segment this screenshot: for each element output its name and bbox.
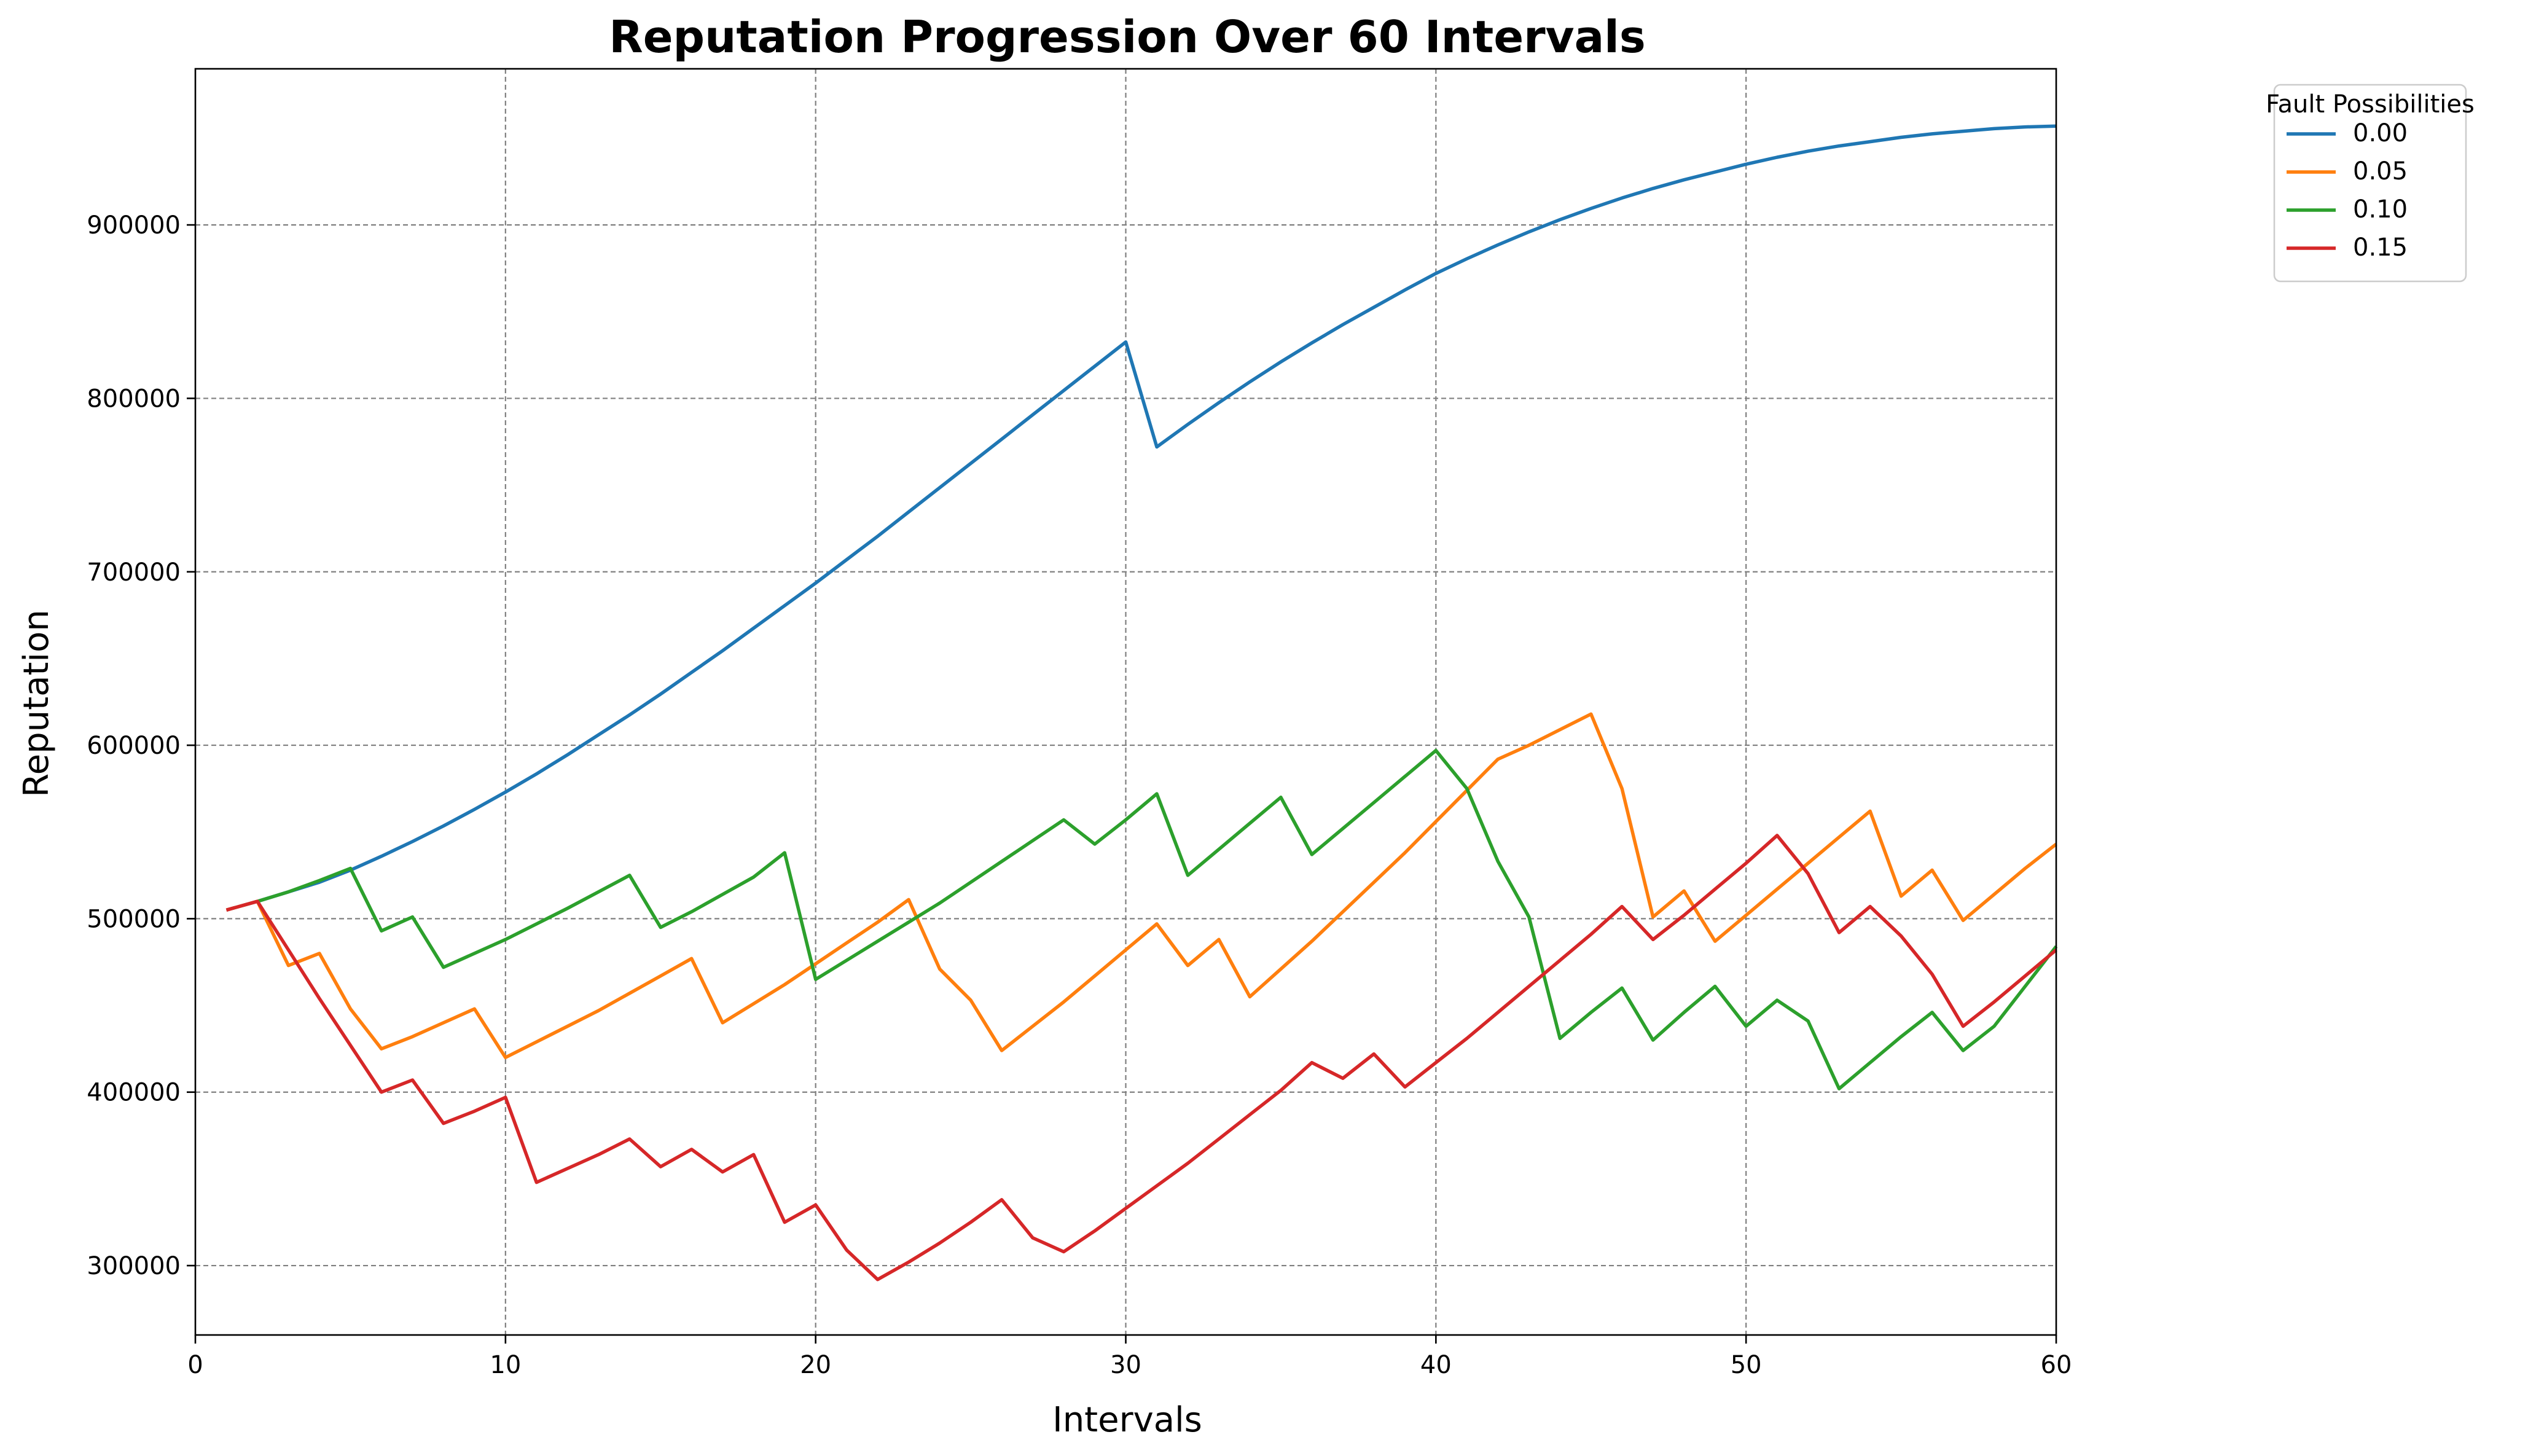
series-line-0.05 [225,712,2057,1060]
x-axis-label: Intervals [1052,1400,1202,1440]
x-tick-label: 10 [490,1351,521,1379]
legend-label-0.15: 0.15 [2353,233,2408,262]
series-layer [225,124,2058,1282]
y-tick-label: 400000 [87,1079,181,1107]
chart-title: Reputation Progression Over 60 Intervals [609,11,1645,63]
x-tick-label: 50 [1731,1351,1762,1379]
x-tick-label: 0 [187,1351,203,1379]
y-tick-label: 700000 [87,558,181,587]
x-tick-label: 20 [800,1351,831,1379]
series-line-0.00 [225,124,2057,912]
grid-layer [195,69,2056,1335]
legend-label-0.10: 0.10 [2353,195,2408,224]
legend-items: 0.00 0.05 0.10 0.15 [2287,119,2408,262]
axes-layer: 0 10 20 30 40 50 60 300000 400000 500000 600000 700… [87,68,2072,1379]
series-line-0.15 [225,834,2057,1282]
legend-label-0.05: 0.05 [2353,157,2408,186]
series-line-0.10 [257,748,2058,1090]
y-tick-label: 900000 [87,211,181,240]
x-tick-label: 40 [1420,1351,1452,1379]
legend-label-0.00: 0.00 [2353,119,2408,147]
legend-title: Fault Possibilities [2266,90,2475,119]
y-tick-label: 800000 [87,385,181,413]
x-tick-label: 60 [2041,1351,2072,1379]
y-axis-label: Reputation [17,609,57,797]
y-tick-label: 300000 [87,1252,181,1280]
x-tick-label: 30 [1110,1351,1141,1379]
y-tick-label: 600000 [87,732,181,760]
legend: Fault Possibilities 0.00 0.05 0.10 0.15 [2266,84,2475,283]
y-tick-label: 500000 [87,905,181,933]
